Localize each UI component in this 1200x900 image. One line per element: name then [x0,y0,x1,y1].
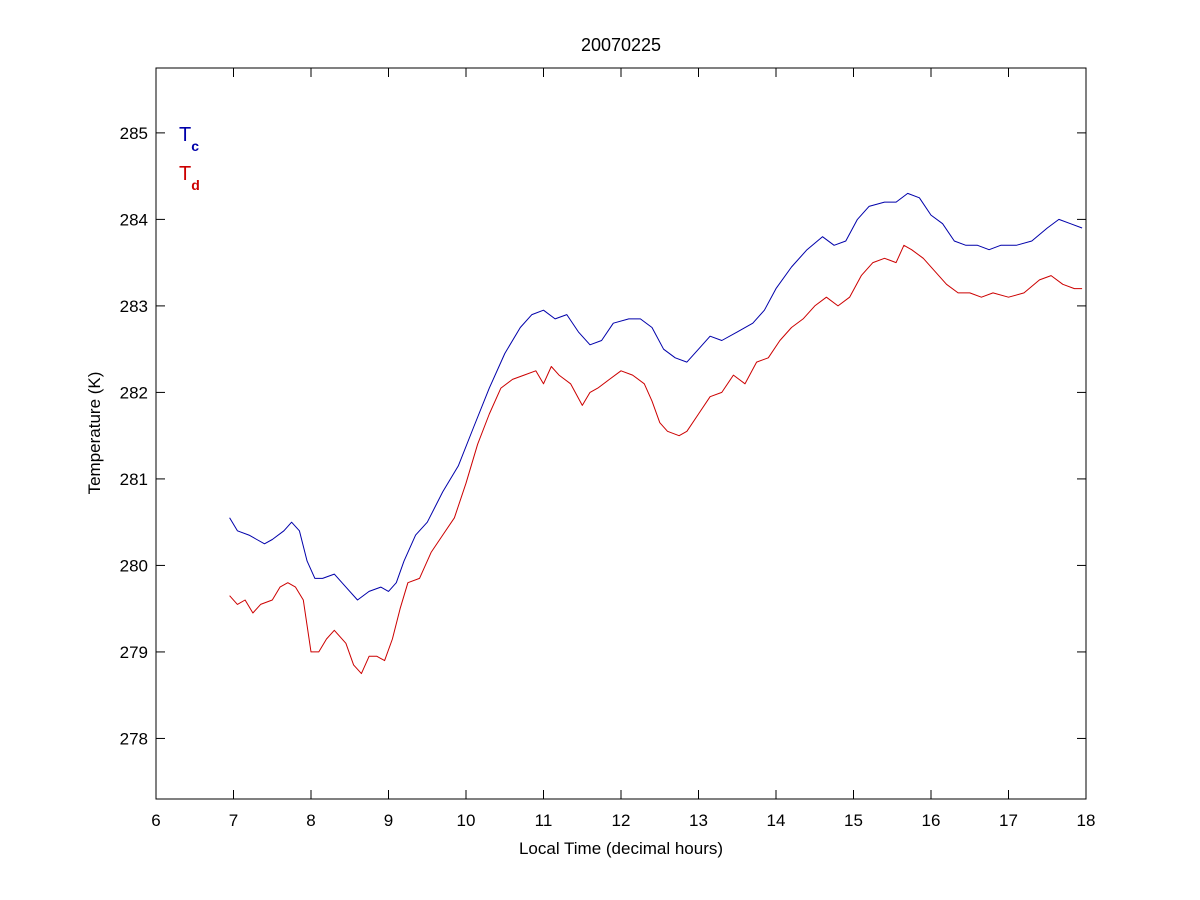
axis-ticks: 6 7 8 9 10 11 12 13 14 15 16 17 18 278 279 280 281 282 283… [120,68,1096,830]
x-tick-label: 14 [767,811,786,830]
x-tick-label: 16 [922,811,941,830]
y-tick-label: 284 [120,210,148,229]
y-tick-label: 283 [120,297,148,316]
legend-tc-sub: c [191,138,199,154]
y-tick-label: 280 [120,556,148,575]
legend-tc-main: T [179,124,191,146]
chart-title: 20070225 [581,35,661,55]
x-tick-label: 17 [999,811,1018,830]
y-tick-label: 279 [120,643,148,662]
y-tick-label: 282 [120,383,148,402]
y-axis-label: Temperature (K) [85,372,104,495]
x-tick-label: 15 [844,811,863,830]
x-tick-label: 6 [151,811,160,830]
y-tick-label: 278 [120,729,148,748]
x-tick-label: 12 [612,811,631,830]
x-tick-label: 9 [384,811,393,830]
legend-entry-td: Td [179,163,200,193]
legend-td-main: T [179,163,191,185]
x-axis-label: Local Time (decimal hours) [519,839,723,858]
x-tick-label: 18 [1077,811,1096,830]
x-tick-label: 10 [457,811,476,830]
legend: Tc Td [179,124,200,193]
x-tick-label: 11 [535,811,553,830]
x-tick-label: 7 [229,811,238,830]
y-tick-label: 285 [120,124,148,143]
plot-area [155,67,1087,800]
x-tick-label: 8 [306,811,315,830]
legend-td-sub: d [191,177,200,193]
series-line-td [229,244,1083,675]
x-tick-label: 13 [689,811,708,830]
series-layer [229,192,1083,675]
series-line-tc [229,192,1083,601]
legend-entry-tc: Tc [179,124,199,154]
y-tick-label: 281 [120,470,148,489]
